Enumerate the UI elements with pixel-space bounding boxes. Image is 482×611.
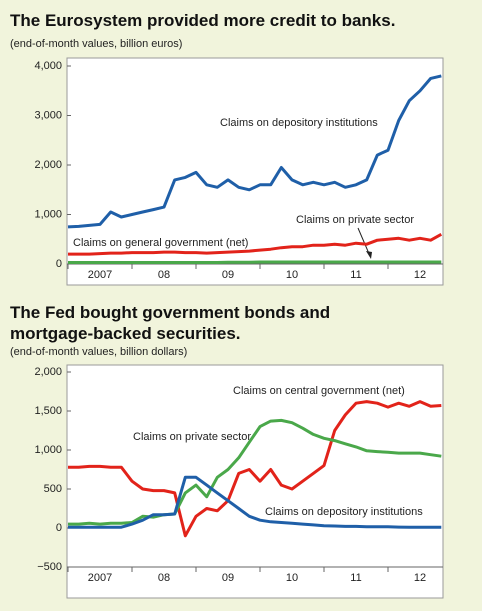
arrow-head — [366, 251, 372, 259]
series-line — [68, 418, 442, 526]
series-label: Claims on general government (net) — [73, 237, 248, 249]
plot-area — [66, 57, 444, 286]
series-line — [67, 74, 442, 229]
y-tick-label: 1,000 — [34, 444, 62, 456]
y-tick-label: 3,000 — [34, 109, 62, 121]
series-label: Claims on private sector — [133, 431, 251, 443]
y-tick-label: −500 — [37, 561, 62, 573]
series-label: Claims on central government (net) — [233, 385, 405, 397]
y-tick-label: 0 — [56, 258, 62, 270]
x-tick-label: 09 — [222, 269, 234, 281]
series-label: Claims on depository institutions — [265, 506, 423, 518]
y-tick-label: 2,000 — [34, 366, 62, 378]
series-label: Claims on depository institutions — [220, 117, 378, 129]
y-tick-label: 500 — [44, 483, 62, 495]
y-tick-label: 4,000 — [34, 60, 62, 72]
plot-area — [66, 364, 444, 599]
y-tick-label: 2,000 — [34, 159, 62, 171]
x-tick-label: 12 — [414, 269, 426, 281]
x-tick-label: 10 — [286, 269, 298, 281]
series-line — [68, 475, 442, 529]
y-tick-label: 1,000 — [34, 208, 62, 220]
chart-title: The Fed bought government bonds and mort… — [10, 303, 331, 343]
chart-title: The Eurosystem provided more credit to b… — [10, 11, 396, 30]
x-tick-label: 2007 — [88, 572, 112, 584]
y-tick-label: 1,500 — [34, 405, 62, 417]
chart-subtitle: (end-of-month values, billion euros) — [10, 38, 183, 50]
series-line — [68, 260, 442, 264]
series-line — [68, 400, 442, 538]
series-label: Claims on private sector — [296, 214, 414, 226]
x-tick-label: 2007 — [88, 269, 112, 281]
series-line — [68, 232, 443, 256]
x-tick-label: 11 — [350, 572, 361, 584]
x-tick-label: 08 — [158, 269, 170, 281]
x-tick-label: 09 — [222, 572, 234, 584]
y-tick-label: 0 — [56, 522, 62, 534]
arrow — [357, 227, 371, 257]
x-tick-label: 11 — [350, 269, 361, 281]
x-tick-label: 12 — [414, 572, 426, 584]
x-tick-label: 08 — [158, 572, 170, 584]
chart-subtitle: (end-of-month values, billion dollars) — [10, 346, 188, 358]
x-tick-label: 10 — [286, 572, 298, 584]
